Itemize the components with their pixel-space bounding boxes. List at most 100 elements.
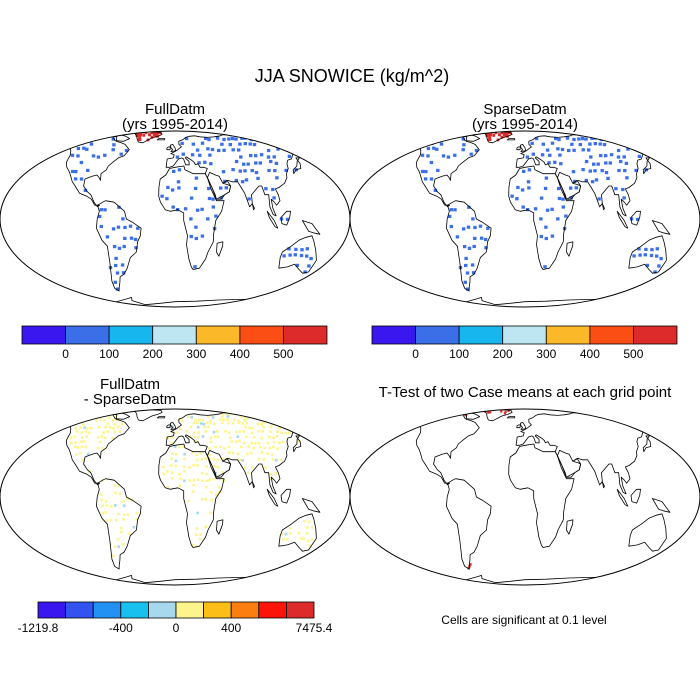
grid-cell: [299, 253, 304, 258]
grid-cell: [111, 436, 114, 440]
grid-cell: [252, 412, 256, 416]
grid-cell: [183, 207, 188, 211]
grid-cell-high: [150, 135, 154, 139]
grid-cell: [117, 545, 120, 548]
grid-cell: [295, 263, 300, 267]
coastline-europe-asia: [165, 410, 308, 495]
colorbar-box: [285, 601, 315, 619]
grid-cell: [572, 148, 576, 152]
grid-cell: [103, 436, 107, 440]
grid-cell: [539, 234, 543, 239]
grid-cell: [245, 418, 249, 421]
grid-cell: [270, 453, 274, 456]
grid-cell: [238, 439, 241, 443]
grid-cell: [86, 427, 89, 430]
grid-cell: [112, 143, 116, 147]
grid-cell: [557, 196, 562, 201]
coastline-antarctic-coast: [403, 297, 647, 306]
colorbar-panel-1: 0 100 200 300 400 500: [21, 325, 328, 361]
grid-cell: [178, 472, 181, 476]
grid-cell: [246, 162, 250, 166]
grid-cell: [194, 418, 197, 422]
grid-cell: [239, 155, 243, 159]
grid-cell: [640, 137, 644, 141]
coastline-europe-asia: [515, 132, 658, 217]
grid-cell: [483, 237, 488, 242]
map-frame: [349, 408, 700, 586]
grid-cell: [111, 227, 116, 231]
grid-cell: [239, 415, 243, 419]
grid-cell: [249, 154, 253, 158]
grid-cell: [210, 498, 213, 502]
grid-cell: [242, 430, 245, 433]
grid-cell: [250, 431, 254, 435]
grid-cell: [212, 477, 216, 481]
grid-cell: [178, 484, 182, 488]
grid-cell: [544, 225, 548, 229]
grid-cell: [170, 436, 173, 439]
grid-cell: [242, 162, 246, 166]
grid-cell: [204, 525, 207, 529]
grid-cell: [426, 154, 430, 158]
grid-cell: [195, 459, 199, 462]
grid-cell: [287, 154, 292, 158]
coastline-iceland: [156, 138, 166, 141]
grid-cell: [550, 234, 555, 238]
colorbar-box: [633, 325, 678, 345]
grid-cell: [240, 136, 244, 140]
grid-cell: [80, 431, 84, 434]
grid-cell: [109, 518, 113, 522]
grid-cell: [307, 264, 311, 268]
grid-cell: [245, 422, 249, 425]
grid-cell-high: [492, 134, 496, 137]
grid-cell: [74, 441, 78, 444]
grid-cell: [198, 418, 201, 422]
grid-cell: [162, 465, 165, 468]
grid-cell: [247, 197, 251, 201]
grid-cell: [114, 491, 117, 495]
grid-cell: [95, 419, 98, 422]
grid-cell: [234, 137, 238, 141]
grid-cell: [67, 416, 71, 419]
grid-cell: [203, 425, 207, 429]
grid-cell: [183, 457, 186, 461]
grid-cell: [257, 458, 261, 461]
grid-cell: [446, 155, 451, 159]
grid-cell: [220, 142, 224, 146]
grid-cell: [160, 194, 164, 198]
grid-cell: [293, 253, 297, 257]
grid-cell: [208, 453, 211, 457]
grid-cell: [284, 431, 288, 435]
colorbar-difference: -1219.8 -400 0 400 7475.4: [18, 601, 333, 635]
grid-cell: [436, 168, 440, 172]
grid-cell: [113, 430, 117, 433]
grid-cell: [199, 537, 202, 541]
grid-cell: [274, 471, 278, 475]
grid-cell: [82, 440, 86, 443]
grid-cell: [539, 217, 543, 221]
grid-cell: [263, 413, 266, 416]
ttest-note: Cells are significant at 0.1 level: [441, 613, 606, 627]
grid-cell: [597, 197, 601, 201]
grid-cell: [105, 519, 109, 522]
grid-cell: [207, 138, 211, 142]
grid-cell: [214, 493, 218, 496]
grid-cell: [471, 271, 476, 275]
grid-cell: [79, 160, 84, 165]
coastline-ireland: [516, 424, 521, 429]
coastline-south-america: [96, 200, 142, 292]
grid-cell: [604, 161, 608, 165]
grid-cell: [175, 155, 180, 159]
grid-cell: [57, 419, 61, 422]
grid-cell: [298, 423, 302, 426]
grid-cell: [126, 513, 130, 516]
grid-cell: [645, 263, 650, 267]
colorbar-box: [92, 601, 122, 619]
grid-cell: [85, 435, 88, 438]
grid-cell: [258, 161, 262, 165]
coastline-south-america: [446, 478, 492, 570]
grid-cell: [635, 217, 640, 221]
grid-cell: [557, 138, 561, 142]
grid-cell: [545, 148, 550, 152]
grid-cell: [250, 441, 253, 445]
